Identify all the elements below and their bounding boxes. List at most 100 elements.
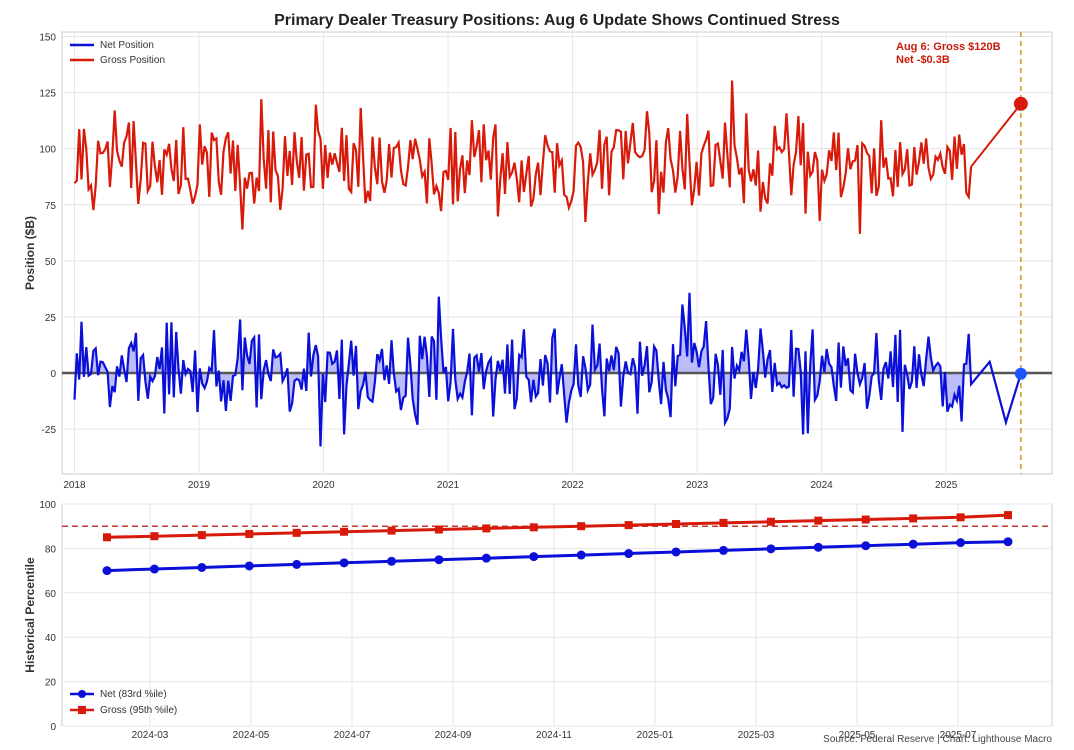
top-x-tick-label: 2021: [437, 480, 460, 491]
top-y-tick-label: 100: [39, 145, 56, 156]
top-y-tick-label: -25: [42, 425, 57, 436]
gross-percentile-line: [106, 513, 1009, 539]
net-percentile-point: [149, 564, 159, 574]
net-percentile-point: [624, 549, 634, 559]
top-y-tick-label: 150: [39, 32, 56, 43]
gross-percentile-point: [245, 529, 254, 538]
legend-label-gross-pct: Gross (95th %ile): [100, 705, 177, 716]
bottom-x-tick-label: 2025-07: [940, 730, 977, 741]
gross-percentile-point: [387, 526, 396, 535]
gross-percentile-point: [434, 525, 443, 534]
legend-label-gross: Gross Position: [100, 55, 165, 66]
bottom-y-tick-label: 0: [50, 722, 56, 733]
net-percentile-point: [292, 559, 302, 569]
gross-percentile-point: [766, 517, 775, 526]
net-percentile-point: [529, 552, 539, 562]
net-percentile-point: [671, 547, 681, 557]
bottom-y-tick-label: 60: [45, 589, 57, 600]
top-y-tick-label: 0: [50, 369, 56, 380]
legend-label-net: Net Position: [100, 40, 154, 51]
annotation-line-2: Net -$0.3B: [896, 54, 950, 66]
gross-percentile-point: [150, 532, 159, 541]
net-percentile-point: [956, 538, 966, 548]
bottom-gridlines: [62, 503, 1052, 727]
top-y-tick-labels: 150 125 100 75 50 25 0 -25: [39, 32, 56, 436]
legend-marker-gross-pct: [78, 706, 86, 714]
net-percentile-point: [434, 555, 444, 565]
gross-percentile-point: [861, 515, 870, 524]
bottom-legend: Net (83rd %ile) Gross (95th %ile): [70, 689, 177, 716]
top-x-tick-label: 2022: [561, 480, 584, 491]
top-y-axis-label: Position ($B): [23, 216, 37, 290]
bottom-x-tick-labels: 2024-03 2024-05 2024-07 2024-09 2024-11 2025-…: [132, 730, 977, 741]
net-percentile-point: [481, 553, 491, 563]
bottom-x-tick-label: 2024-03: [132, 730, 169, 741]
gross-position-line: [73, 80, 973, 234]
top-y-tick-label: 50: [45, 257, 57, 268]
top-x-tick-label: 2018: [63, 480, 86, 491]
bottom-y-axis-label: Historical Percentile: [23, 557, 37, 673]
bottom-y-tick-labels: 100 80 60 40 20 0: [39, 500, 56, 733]
top-x-tick-label: 2020: [312, 480, 335, 491]
bottom-x-tick-label: 2024-07: [334, 730, 371, 741]
gross-percentile-point: [577, 522, 586, 531]
gross-percentile-point: [482, 524, 491, 533]
chart-title: Primary Dealer Treasury Positions: Aug 6…: [274, 12, 840, 29]
top-legend: Net Position Gross Position: [70, 40, 165, 66]
top-panel: 150 125 100 75 50 25 0 -25 2018 2019 2020 2021 2022…: [23, 31, 1053, 491]
gross-percentile-point: [1004, 511, 1012, 520]
gross-percentile-point: [814, 516, 823, 525]
bottom-plot-area: [61, 503, 1053, 727]
gross-percentile-point: [340, 527, 349, 536]
net-percentile-point: [576, 550, 586, 560]
top-x-tick-label: 2019: [188, 480, 211, 491]
bottom-y-tick-label: 100: [39, 500, 56, 511]
top-x-tick-label: 2025: [935, 480, 958, 491]
gross-percentile-point: [719, 518, 728, 527]
bottom-y-tick-label: 40: [45, 633, 57, 644]
annotation-pointer: [970, 103, 1022, 168]
net-percentile-point: [1003, 537, 1013, 547]
bottom-y-tick-label: 80: [45, 544, 57, 555]
net-percentile-line: [106, 540, 1009, 573]
net-percentile-point: [813, 542, 823, 552]
net-percentile-point: [718, 545, 728, 555]
net-percentile-point: [387, 556, 397, 566]
bottom-x-tick-label: 2025-05: [839, 730, 876, 741]
bottom-x-tick-label: 2025-01: [637, 730, 674, 741]
bottom-x-tick-label: 2024-11: [536, 730, 572, 741]
gross-percentile-point: [624, 521, 633, 530]
net-latest-point: [1014, 367, 1027, 380]
top-y-tick-label: 25: [45, 313, 57, 324]
net-position-fill: [74, 292, 972, 447]
top-x-tick-label: 2023: [686, 480, 709, 491]
gross-percentile-markers: [103, 511, 1012, 542]
source-note: Source: Federal Reserve | Chart: Lightho…: [823, 734, 1052, 745]
bottom-x-tick-label: 2025-03: [738, 730, 775, 741]
net-percentile-point: [197, 562, 207, 572]
net-percentile-point: [908, 539, 918, 549]
gross-percentile-point: [956, 513, 965, 522]
net-percentile-point: [861, 541, 871, 551]
gross-latest-point: [1013, 96, 1028, 111]
gross-percentile-point: [529, 523, 538, 532]
legend-marker-net-pct: [78, 690, 86, 698]
top-y-tick-label: 75: [45, 201, 57, 212]
net-position-line: [73, 292, 1022, 447]
gross-percentile-point: [672, 519, 681, 528]
net-percentile-markers: [102, 537, 1013, 576]
top-x-tick-labels: 2018 2019 2020 2021 2022 2023 2024 2025: [63, 480, 957, 491]
legend-label-net-pct: Net (83rd %ile): [100, 689, 167, 700]
net-percentile-point: [244, 561, 254, 571]
annotation-line-1: Aug 6: Gross $120B: [896, 41, 1001, 53]
bottom-y-tick-label: 20: [45, 678, 57, 689]
top-x-tick-label: 2024: [810, 480, 833, 491]
net-percentile-point: [102, 566, 112, 576]
bottom-x-tick-label: 2024-09: [435, 730, 472, 741]
net-percentile-point: [766, 544, 776, 554]
gross-percentile-point: [909, 514, 918, 523]
net-percentile-point: [339, 558, 349, 568]
top-y-tick-label: 125: [39, 89, 56, 100]
